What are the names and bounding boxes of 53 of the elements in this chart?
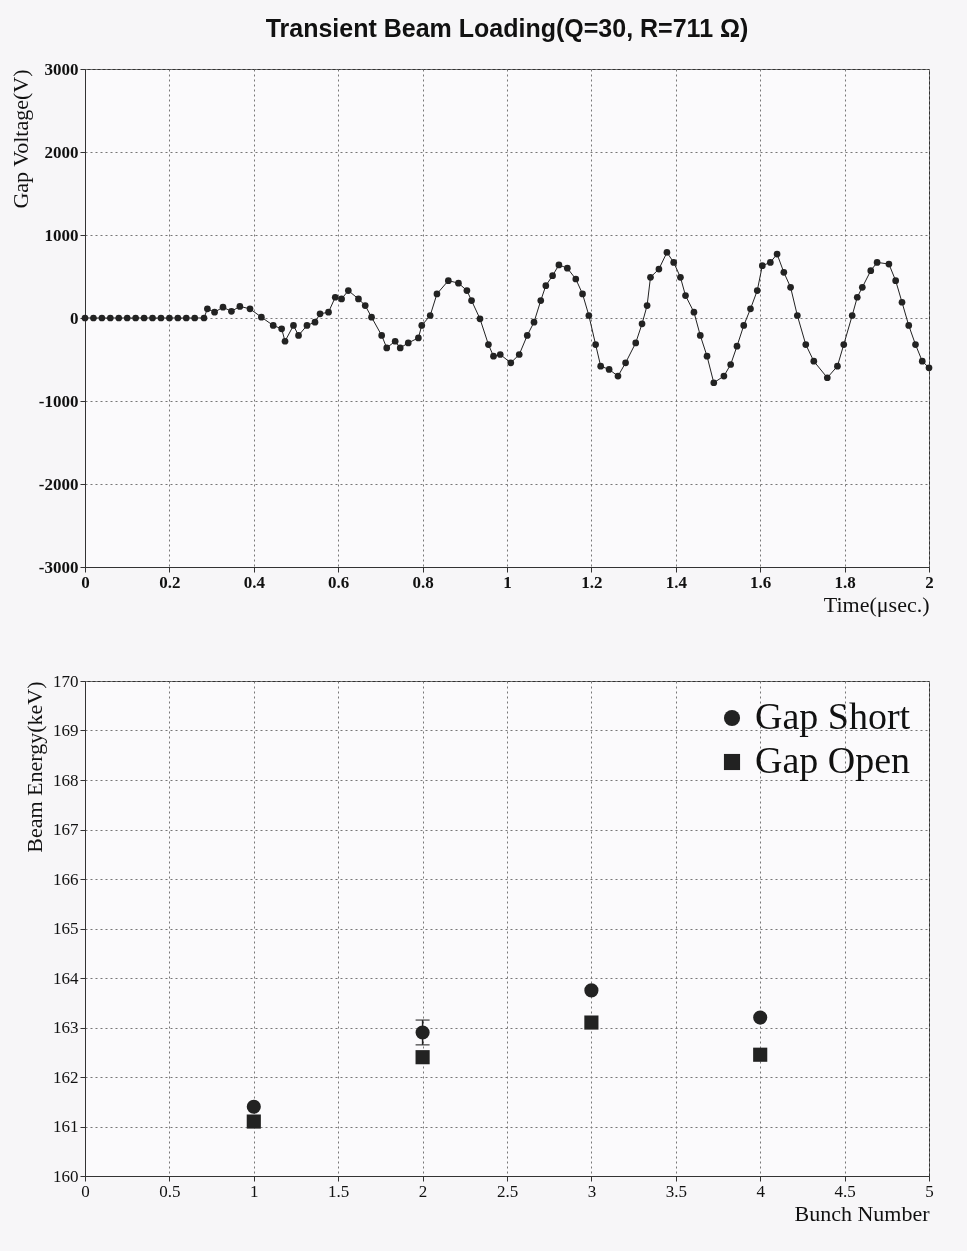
x-tick-label: 3.5 bbox=[665, 1181, 687, 1201]
x-tick-label: 1.6 bbox=[750, 572, 772, 592]
x-tick-label: 5 bbox=[925, 1181, 934, 1201]
point bbox=[415, 1050, 430, 1065]
y-tick-label: 169 bbox=[53, 721, 79, 740]
x-tick-label: 1.5 bbox=[328, 1181, 350, 1201]
y-tick-label: 0 bbox=[70, 308, 79, 328]
y-tick-label: 167 bbox=[53, 820, 79, 839]
x-tick-label: 3 bbox=[587, 1181, 597, 1201]
x-tick-label: 0.4 bbox=[243, 572, 266, 592]
x-axis-title: Bunch Number bbox=[794, 1200, 931, 1226]
y-tick-label: 166 bbox=[53, 869, 79, 889]
x-tick-label: 2 bbox=[418, 1181, 428, 1201]
y-tick-label: 168 bbox=[53, 770, 79, 790]
point bbox=[584, 983, 599, 998]
legend-label: Gap Short bbox=[755, 695, 911, 737]
x-tick-label: 0.2 bbox=[159, 572, 181, 592]
y-tick-label: 161 bbox=[53, 1117, 79, 1136]
x-tick-label: 1.2 bbox=[581, 572, 603, 592]
y-tick-label: -2000 bbox=[38, 474, 79, 494]
y-tick-label: 163 bbox=[53, 1018, 79, 1037]
x-tick-label: 1.4 bbox=[665, 572, 688, 592]
x-axis-title: Time(μsec.) bbox=[823, 591, 930, 617]
y-tick-label: 170 bbox=[53, 671, 79, 691]
x-tick-label: 4 bbox=[756, 1181, 766, 1201]
y-tick-label: -1000 bbox=[38, 391, 79, 411]
x-tick-label: 1 bbox=[503, 572, 512, 592]
y-tick-label: 160 bbox=[53, 1166, 79, 1186]
chart-title: Transient Beam Loading(Q=30, R=711 Ω) bbox=[265, 14, 749, 42]
y-tick-label: 162 bbox=[53, 1067, 79, 1087]
x-tick-label: 2 bbox=[925, 572, 934, 592]
x-tick-label: 1 bbox=[250, 1181, 259, 1201]
legend-label: Gap Open bbox=[755, 739, 911, 781]
x-tick-label: 0.6 bbox=[328, 572, 350, 592]
y-tick-label: 165 bbox=[53, 919, 79, 938]
y-tick-label: -3000 bbox=[38, 557, 79, 577]
y-tick-label: 2000 bbox=[44, 142, 79, 162]
y-tick-label: 1000 bbox=[44, 225, 79, 245]
point bbox=[753, 1047, 768, 1062]
y-tick-label: 3000 bbox=[44, 59, 79, 79]
x-tick-label: 2.5 bbox=[496, 1181, 519, 1201]
y-tick-label: 164 bbox=[53, 968, 79, 988]
point bbox=[246, 1114, 261, 1129]
point bbox=[246, 1099, 261, 1114]
x-tick-label: 4.5 bbox=[834, 1181, 856, 1201]
x-tick-label: 0.5 bbox=[159, 1181, 181, 1201]
y-axis-title: Beam Energy(keV) bbox=[22, 681, 47, 853]
point bbox=[415, 1025, 430, 1040]
y-axis-title: Gap Voltage(V) bbox=[7, 69, 33, 209]
x-tick-label: 0.8 bbox=[412, 572, 434, 592]
point bbox=[584, 1015, 599, 1030]
point bbox=[753, 1010, 768, 1025]
x-tick-label: 1.8 bbox=[834, 572, 856, 592]
